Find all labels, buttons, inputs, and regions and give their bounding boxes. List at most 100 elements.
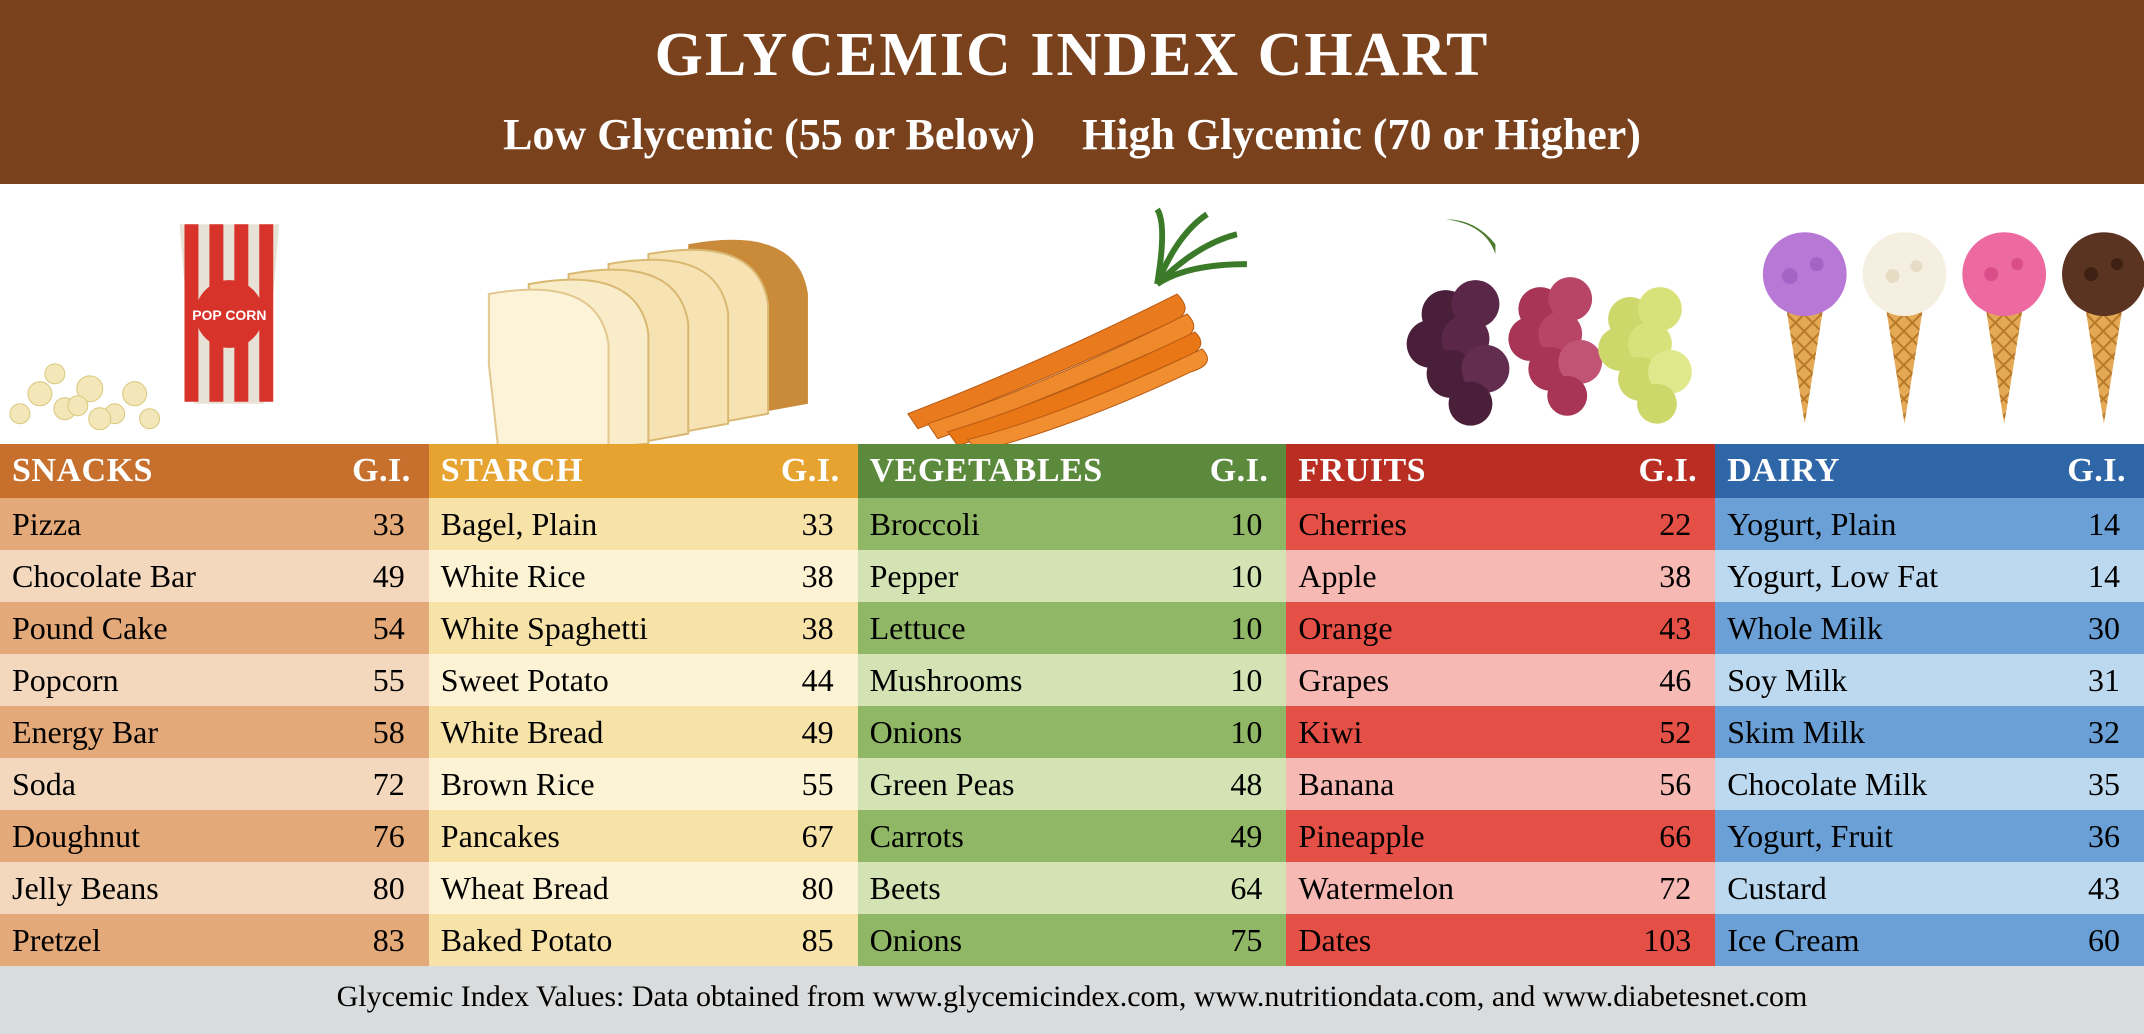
gi-value: 49 bbox=[802, 712, 834, 752]
column-vegetables: VEGETABLESG.I.Broccoli10Pepper10Lettuce1… bbox=[858, 444, 1287, 966]
food-name: Yogurt, Plain bbox=[1727, 504, 1896, 544]
food-name: Watermelon bbox=[1298, 868, 1454, 908]
column-header: DAIRYG.I. bbox=[1715, 444, 2144, 498]
gi-value: 55 bbox=[802, 764, 834, 804]
column-header: VEGETABLESG.I. bbox=[858, 444, 1287, 498]
subtitle-high: High Glycemic (70 or Higher) bbox=[1082, 110, 1641, 159]
food-name: White Bread bbox=[441, 712, 604, 752]
food-name: Carrots bbox=[870, 816, 964, 856]
table-row: Energy Bar58 bbox=[0, 706, 429, 758]
table-row: Custard43 bbox=[1715, 862, 2144, 914]
table-row: Jelly Beans80 bbox=[0, 862, 429, 914]
food-name: Orange bbox=[1298, 608, 1392, 648]
table-row: Baked Potato85 bbox=[429, 914, 858, 966]
table-row: Pretzel83 bbox=[0, 914, 429, 966]
table-row: Pineapple66 bbox=[1286, 810, 1715, 862]
chart-header: GLYCEMIC INDEX CHART Low Glycemic (55 or… bbox=[0, 0, 2144, 184]
gi-value: 33 bbox=[802, 504, 834, 544]
gi-value: 72 bbox=[373, 764, 405, 804]
table-row: Cherries22 bbox=[1286, 498, 1715, 550]
gi-value: 32 bbox=[2088, 712, 2120, 752]
column-title: VEGETABLES bbox=[870, 452, 1103, 490]
table-row: White Rice 38 bbox=[429, 550, 858, 602]
food-name: Onions bbox=[870, 920, 962, 960]
food-name: Whole Milk bbox=[1727, 608, 1883, 648]
table-row: Yogurt, Low Fat14 bbox=[1715, 550, 2144, 602]
gi-value: 46 bbox=[1659, 660, 1691, 700]
table-row: White Spaghetti38 bbox=[429, 602, 858, 654]
table-row: Pizza33 bbox=[0, 498, 429, 550]
food-name: Chocolate Milk bbox=[1727, 764, 1927, 804]
gi-value: 103 bbox=[1643, 920, 1691, 960]
table-row: Watermelon 72 bbox=[1286, 862, 1715, 914]
food-name: Yogurt, Fruit bbox=[1727, 816, 1893, 856]
table-row: Yogurt, Plain14 bbox=[1715, 498, 2144, 550]
gi-value: 30 bbox=[2088, 608, 2120, 648]
icecream-image bbox=[1715, 184, 2144, 444]
table-row: Ice Cream60 bbox=[1715, 914, 2144, 966]
table-row: Pepper10 bbox=[858, 550, 1287, 602]
gi-value: 22 bbox=[1659, 504, 1691, 544]
svg-text:POP CORN: POP CORN bbox=[192, 307, 266, 323]
gi-value: 56 bbox=[1659, 764, 1691, 804]
category-image-row: POP CORN bbox=[0, 184, 2144, 444]
food-name: Doughnut bbox=[12, 816, 140, 856]
chart-subtitle: Low Glycemic (55 or Below) High Glycemic… bbox=[0, 109, 2144, 160]
table-row: Bagel, Plain33 bbox=[429, 498, 858, 550]
gi-header-label: G.I. bbox=[1639, 452, 1698, 490]
gi-value: 44 bbox=[802, 660, 834, 700]
gi-value: 49 bbox=[373, 556, 405, 596]
food-name: White Spaghetti bbox=[441, 608, 648, 648]
table-row: Yogurt, Fruit 36 bbox=[1715, 810, 2144, 862]
column-header: FRUITSG.I. bbox=[1286, 444, 1715, 498]
food-name: Pizza bbox=[12, 504, 81, 544]
gi-value: 36 bbox=[2088, 816, 2120, 856]
food-name: Kiwi bbox=[1298, 712, 1362, 752]
food-name: Brown Rice bbox=[441, 764, 595, 804]
gi-value: 10 bbox=[1230, 608, 1262, 648]
gi-header-label: G.I. bbox=[781, 452, 840, 490]
carrots-image bbox=[858, 184, 1287, 444]
gi-value: 60 bbox=[2088, 920, 2120, 960]
food-name: Grapes bbox=[1298, 660, 1389, 700]
gi-value: 38 bbox=[1659, 556, 1691, 596]
table-row: Doughnut76 bbox=[0, 810, 429, 862]
table-row: Beets64 bbox=[858, 862, 1287, 914]
table-row: Pancakes67 bbox=[429, 810, 858, 862]
chart-title: GLYCEMIC INDEX CHART bbox=[0, 20, 2144, 91]
food-name: Popcorn bbox=[12, 660, 119, 700]
table-row: Soy Milk31 bbox=[1715, 654, 2144, 706]
food-name: White Rice bbox=[441, 556, 586, 596]
gi-value: 54 bbox=[373, 608, 405, 648]
column-header: SNACKSG.I. bbox=[0, 444, 429, 498]
table-row: Brown Rice 55 bbox=[429, 758, 858, 810]
gi-value: 72 bbox=[1659, 868, 1691, 908]
gi-value: 49 bbox=[1230, 816, 1262, 856]
gi-value: 14 bbox=[2088, 556, 2120, 596]
table-row: Pound Cake 54 bbox=[0, 602, 429, 654]
food-name: Skim Milk bbox=[1727, 712, 1865, 752]
table-row: Skim Milk 32 bbox=[1715, 706, 2144, 758]
food-name: Apple bbox=[1298, 556, 1376, 596]
gi-value: 58 bbox=[373, 712, 405, 752]
column-snacks: SNACKSG.I.Pizza33Chocolate Bar49Pound Ca… bbox=[0, 444, 429, 966]
table-row: Carrots 49 bbox=[858, 810, 1287, 862]
table-row: White Bread 49 bbox=[429, 706, 858, 758]
food-name: Lettuce bbox=[870, 608, 966, 648]
gi-value: 85 bbox=[802, 920, 834, 960]
column-title: DAIRY bbox=[1727, 452, 1840, 490]
table-row: Wheat Bread80 bbox=[429, 862, 858, 914]
gi-value: 43 bbox=[2088, 868, 2120, 908]
grapes-image bbox=[1286, 184, 1715, 444]
data-columns: SNACKSG.I.Pizza33Chocolate Bar49Pound Ca… bbox=[0, 444, 2144, 966]
table-row: Orange43 bbox=[1286, 602, 1715, 654]
table-row: Chocolate Bar49 bbox=[0, 550, 429, 602]
food-name: Broccoli bbox=[870, 504, 980, 544]
gi-value: 48 bbox=[1230, 764, 1262, 804]
gi-value: 55 bbox=[373, 660, 405, 700]
table-row: Onions10 bbox=[858, 706, 1287, 758]
food-name: Green Peas bbox=[870, 764, 1015, 804]
food-name: Pound Cake bbox=[12, 608, 168, 648]
gi-value: 38 bbox=[802, 556, 834, 596]
food-name: Pancakes bbox=[441, 816, 560, 856]
